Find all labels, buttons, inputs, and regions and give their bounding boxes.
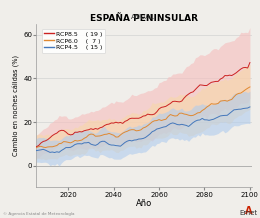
Y-axis label: Cambio en noches cálidas (%): Cambio en noches cálidas (%) <box>14 55 21 156</box>
Title: ESPAÑA PENINSULAR: ESPAÑA PENINSULAR <box>90 14 198 23</box>
Text: ANUAL: ANUAL <box>131 14 155 20</box>
X-axis label: Año: Año <box>136 199 152 208</box>
Text: © Agencia Estatal de Meteorología: © Agencia Estatal de Meteorología <box>3 212 74 216</box>
Text: A: A <box>245 206 252 216</box>
Text: Emet: Emet <box>239 210 257 216</box>
Legend: RCP8.5    ( 19 ), RCP6.0    (  7 ), RCP4.5    ( 15 ): RCP8.5 ( 19 ), RCP6.0 ( 7 ), RCP4.5 ( 15… <box>42 29 105 53</box>
